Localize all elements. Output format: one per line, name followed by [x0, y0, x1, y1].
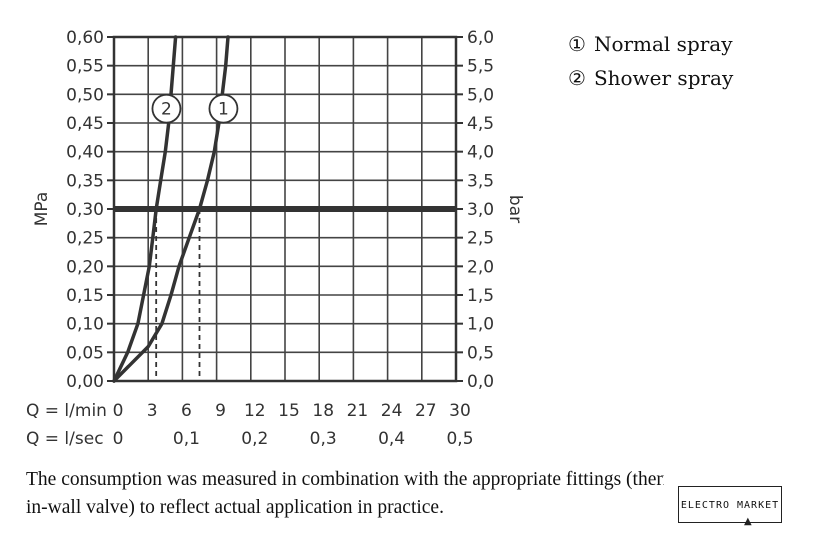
legend-item-shower-spray: ② Shower spray — [568, 64, 733, 98]
y-right-tick-label: 2,5 — [467, 229, 494, 249]
watermark-left-rule — [678, 486, 679, 522]
y-left-tick-label: 0,15 — [66, 286, 104, 306]
cursor-icon: ▲ — [744, 516, 752, 527]
x-tick-label-lmin: 18 — [312, 401, 334, 421]
y-left-tick-label: 0,25 — [66, 229, 104, 249]
y-left-tick-label: 0,50 — [66, 85, 104, 105]
caption-line-1: The consumption was measured in combinat… — [26, 469, 772, 490]
y-left-tick-label: 0,40 — [66, 143, 104, 163]
legend-item-normal-spray: ① Normal spray — [568, 30, 733, 64]
chart-axes: 0,000,050,100,150,200,250,300,350,400,45… — [26, 28, 525, 449]
watermark-bottom-rule — [678, 522, 782, 523]
y-left-tick-label: 0,10 — [66, 315, 104, 335]
electro-market-watermark: ELECTRO MARKET ▲ — [664, 472, 796, 534]
x-tick-label-lmin: 9 — [215, 401, 226, 421]
y-right-tick-label: 4,0 — [467, 143, 494, 163]
y-left-tick-label: 0,60 — [66, 28, 104, 48]
y-left-axis-title: MPa — [32, 192, 52, 227]
legend-label-normal-spray: Normal spray — [593, 32, 733, 56]
curve-2 — [112, 35, 178, 383]
y-right-tick-label: 2,0 — [467, 257, 494, 277]
x-tick-label-lsec: 0,1 — [173, 429, 200, 449]
measurement-caption: The consumption was measured in combinat… — [26, 466, 816, 522]
y-right-axis-title: bar — [505, 195, 525, 223]
watermark-right-rule — [781, 486, 782, 522]
y-left-tick-label: 0,05 — [66, 343, 104, 363]
watermark-top-rule — [678, 486, 782, 487]
y-right-tick-label: 1,0 — [467, 315, 494, 335]
x-axis-title-lsec: Q = l/sec — [26, 429, 104, 449]
y-left-tick-label: 0,20 — [66, 257, 104, 277]
y-right-tick-label: 3,0 — [467, 200, 494, 220]
y-right-tick-label: 6,0 — [467, 28, 494, 48]
x-tick-label-lsec: 0,3 — [310, 429, 337, 449]
curve-marker-label-2: 2 — [161, 100, 172, 120]
x-tick-label-lmin: 15 — [278, 401, 300, 421]
x-tick-label-lsec: 0,2 — [241, 429, 268, 449]
legend-label-shower-spray: Shower spray — [593, 66, 734, 90]
curve-marker-circle-2 — [151, 93, 182, 124]
y-right-tick-label: 4,5 — [467, 114, 494, 134]
x-tick-label-lmin: 30 — [449, 401, 471, 421]
y-right-tick-label: 5,0 — [467, 85, 494, 105]
y-right-tick-label: 1,5 — [467, 286, 494, 306]
x-tick-label-lmin: 24 — [381, 401, 403, 421]
curve-marker-label-1: 1 — [218, 100, 229, 120]
y-left-tick-label: 0,35 — [66, 171, 104, 191]
x-tick-label-lsec: 0,5 — [446, 429, 473, 449]
curve-marker-circle-1 — [208, 93, 239, 124]
x-tick-label-lmin: 3 — [147, 401, 158, 421]
y-right-tick-label: 5,5 — [467, 57, 494, 77]
y-right-tick-label: 0,5 — [467, 343, 494, 363]
x-tick-label-lsec: 0,4 — [378, 429, 405, 449]
x-tick-label-lsec: 0 — [113, 429, 124, 449]
chart-curves: 12 — [112, 35, 456, 383]
y-left-tick-label: 0,55 — [66, 57, 104, 77]
x-tick-label-lmin: 12 — [244, 401, 266, 421]
legend-marker-2: ② — [568, 66, 586, 90]
legend-marker-1: ① — [568, 32, 586, 56]
y-right-tick-label: 0,0 — [467, 372, 494, 392]
y-left-tick-label: 0,30 — [66, 200, 104, 220]
y-right-tick-label: 3,5 — [467, 171, 494, 191]
x-tick-label-lmin: 0 — [113, 401, 124, 421]
y-left-tick-label: 0,00 — [66, 372, 104, 392]
watermark-text: ELECTRO MARKET — [680, 500, 780, 511]
x-tick-label-lmin: 21 — [347, 401, 369, 421]
flow-pressure-chart: 0,000,050,100,150,200,250,300,350,400,45… — [26, 28, 525, 449]
caption-line-2: in-wall valve) to reflect actual applica… — [26, 497, 444, 518]
y-left-tick-label: 0,45 — [66, 114, 104, 134]
x-axis-title-lmin: Q = l/min — [26, 401, 107, 421]
x-tick-label-lmin: 6 — [181, 401, 192, 421]
chart-legend: ① Normal spray ② Shower spray — [568, 30, 733, 98]
x-tick-label-lmin: 27 — [415, 401, 437, 421]
